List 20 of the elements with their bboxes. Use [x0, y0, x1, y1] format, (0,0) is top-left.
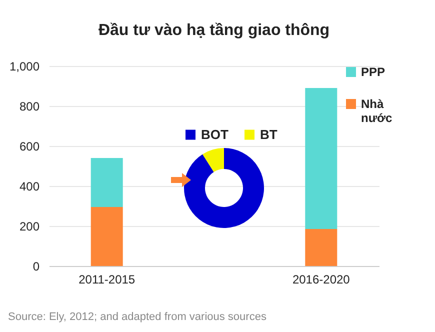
legend-label: BT	[260, 126, 278, 142]
y-tick-label: 400	[19, 180, 40, 194]
source-note: Source: Ely, 2012; and adapted from various sources	[8, 311, 266, 323]
y-tick-label: 0	[32, 260, 40, 274]
x-tick-label: 2016-2020	[292, 272, 350, 286]
bar	[305, 88, 338, 229]
legend-label: Nhà nước	[361, 97, 393, 125]
y-tick-label: 800	[19, 100, 40, 114]
donut-slice	[184, 148, 264, 228]
y-tick-label: 600	[19, 140, 40, 154]
donut-slice	[202, 148, 224, 172]
bar	[90, 207, 123, 266]
chart-title: Đầu tư vào hạ tầng giao thông	[98, 22, 330, 39]
y-tick-label: 1,000	[9, 60, 40, 74]
legend-label: BOT	[201, 126, 228, 142]
bar	[305, 229, 338, 266]
y-tick-label: 200	[19, 220, 40, 234]
x-tick-label: 2011-2015	[78, 272, 136, 286]
legend-label: PPP	[361, 65, 386, 79]
bar	[90, 158, 123, 207]
